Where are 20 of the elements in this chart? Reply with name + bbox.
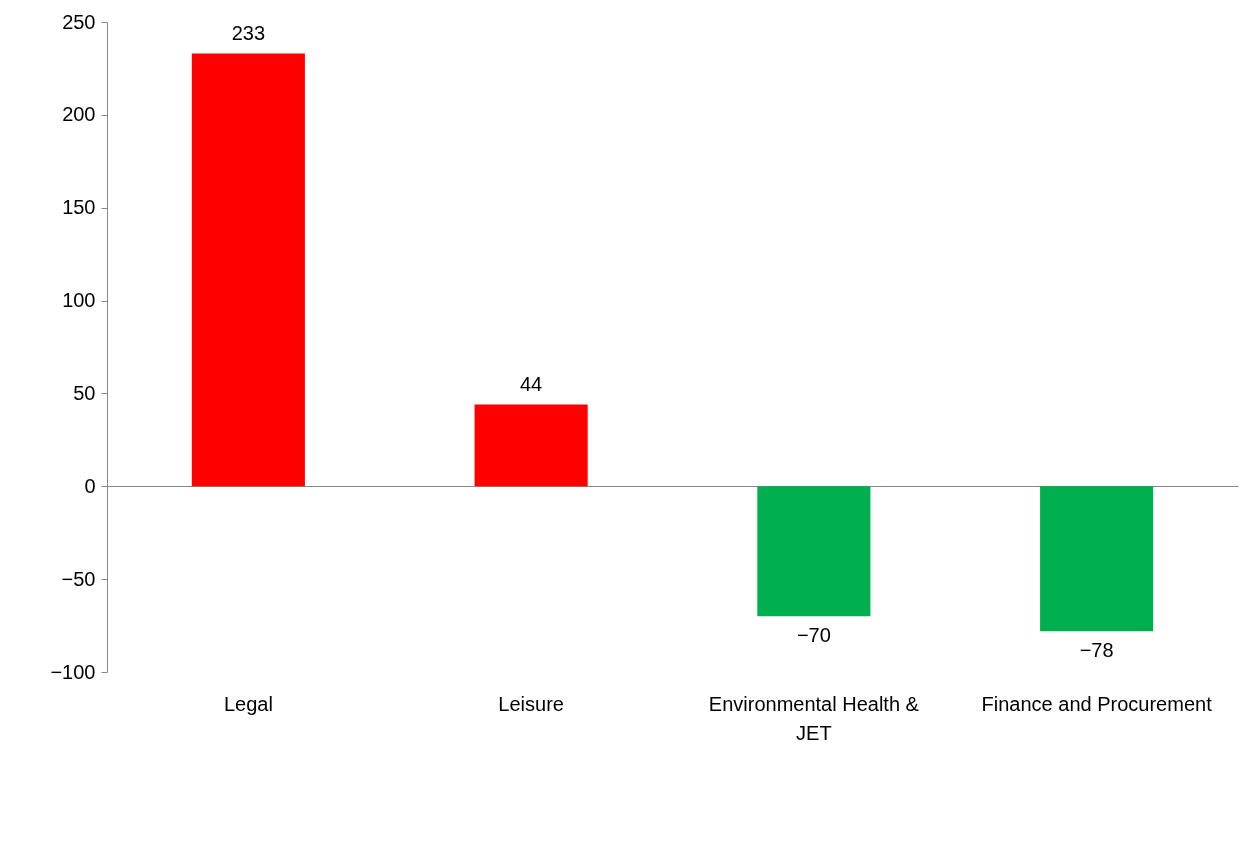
bar [1040, 486, 1154, 632]
data-label: 233 [231, 21, 266, 44]
y-tick-label: 100 [62, 289, 96, 312]
data-label: −78 [1079, 639, 1114, 662]
data-label: −70 [796, 624, 831, 647]
y-tick-label: 50 [73, 381, 96, 404]
y-tick-label: 150 [62, 196, 96, 219]
x-tick-label: Finance and Procurement [981, 692, 1213, 715]
y-tick-label: −100 [50, 660, 96, 683]
x-tick-label: Leisure [498, 692, 564, 715]
bar [474, 404, 588, 487]
bar [757, 486, 871, 617]
data-label: 44 [520, 372, 543, 395]
y-tick-label: 0 [84, 474, 96, 497]
y-tick-label: 250 [62, 10, 96, 33]
y-tick-label: 200 [62, 103, 96, 126]
x-tick-label: Legal [223, 692, 273, 715]
y-tick-label: −50 [61, 567, 96, 590]
x-tick-label: Environmental Health & JET [708, 692, 920, 744]
bar [191, 53, 305, 487]
